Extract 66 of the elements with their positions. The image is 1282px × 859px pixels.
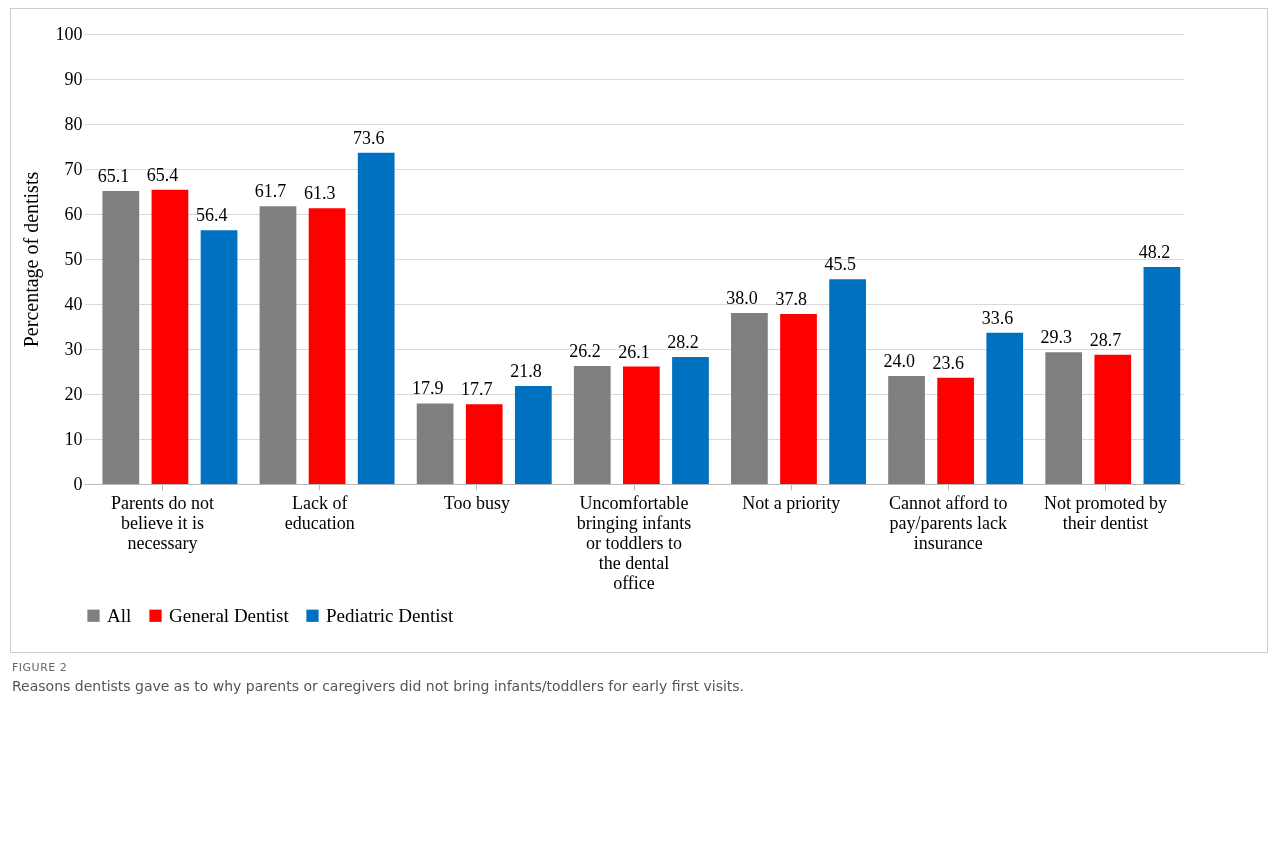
- x-tick-label: Too busy: [443, 492, 510, 513]
- y-tick-label: 60: [64, 203, 83, 224]
- y-tick-label: 90: [64, 68, 83, 89]
- bar: [986, 332, 1024, 484]
- bar: [308, 208, 346, 484]
- y-tick-label: 20: [64, 383, 83, 404]
- data-label: 65.1: [97, 166, 130, 187]
- text: Reasons dentists gave as to why parents or caregivers did not bring infants/toddlers for early first visits.: [12, 678, 746, 694]
- y-tick-label: 10: [64, 428, 83, 449]
- legend-label: Pediatric Dentist: [326, 604, 454, 626]
- bar: [416, 403, 454, 484]
- data-label: 61.7: [254, 181, 287, 202]
- data-label: 37.8: [775, 288, 807, 309]
- data-label: 33.6: [981, 307, 1014, 328]
- y-tick-label: 50: [64, 248, 83, 269]
- x-tick-label: Not a priority: [742, 492, 841, 513]
- data-label: 61.3: [303, 183, 336, 204]
- y-tick-label: 70: [64, 158, 83, 179]
- bar: [514, 385, 552, 484]
- data-label: 26.2: [569, 341, 601, 362]
- caption: FIGURE 2: [12, 661, 69, 674]
- bar: [1045, 352, 1083, 484]
- legend-label: All: [107, 604, 132, 626]
- data-label: 28.7: [1089, 329, 1122, 350]
- data-label: 17.9: [412, 378, 444, 399]
- bar: [102, 191, 140, 484]
- data-label: 26.1: [618, 341, 650, 362]
- data-label: 23.6: [932, 352, 965, 373]
- data-label: 45.5: [824, 254, 856, 275]
- data-label: 73.6: [353, 127, 385, 148]
- y-tick-label: 80: [64, 113, 83, 134]
- bar: [357, 152, 395, 484]
- data-label: 24.0: [883, 351, 915, 371]
- data-label: 56.4: [195, 205, 228, 226]
- data-label: 38.0: [726, 288, 758, 308]
- data-label: 29.3: [1040, 327, 1073, 348]
- x-tick-label: Cannot afford to pay/parents lack insurance: [888, 492, 1008, 553]
- y-tick-label: 0: [73, 473, 83, 494]
- x-tick-label: Uncomfortable bringing infants or toddlers to the dental office: [576, 492, 692, 593]
- data-label: 28.2: [667, 332, 699, 353]
- y-tick-label: 100: [55, 23, 83, 44]
- bar: [937, 377, 975, 484]
- bar: [672, 357, 709, 484]
- data-label: 48.2: [1138, 242, 1171, 263]
- bar: [259, 206, 297, 484]
- bar: [623, 366, 660, 484]
- bar: [200, 230, 238, 484]
- legend-label: General Dentist: [169, 604, 290, 626]
- y-axis-title: Percentage of dentists: [19, 171, 43, 348]
- bar: [888, 376, 925, 484]
- bar: [573, 366, 611, 484]
- bar: [1143, 267, 1181, 484]
- bar: [829, 279, 866, 484]
- data-label: 65.4: [146, 164, 179, 185]
- x-tick-label: Parents do not believe it is necessary: [111, 492, 215, 553]
- data-label: 17.7: [461, 379, 493, 400]
- x-tick-label: Lack of education: [284, 492, 355, 533]
- x-tick-label: Not promoted by their dentist: [1043, 492, 1167, 533]
- y-tick-label: 30: [64, 338, 83, 359]
- bar: [151, 189, 189, 484]
- bar: [780, 313, 817, 484]
- bar: [731, 313, 768, 484]
- bar: [465, 404, 503, 484]
- data-label: 21.8: [510, 360, 542, 381]
- bar: [1094, 354, 1132, 484]
- y-tick-label: 40: [64, 293, 83, 314]
